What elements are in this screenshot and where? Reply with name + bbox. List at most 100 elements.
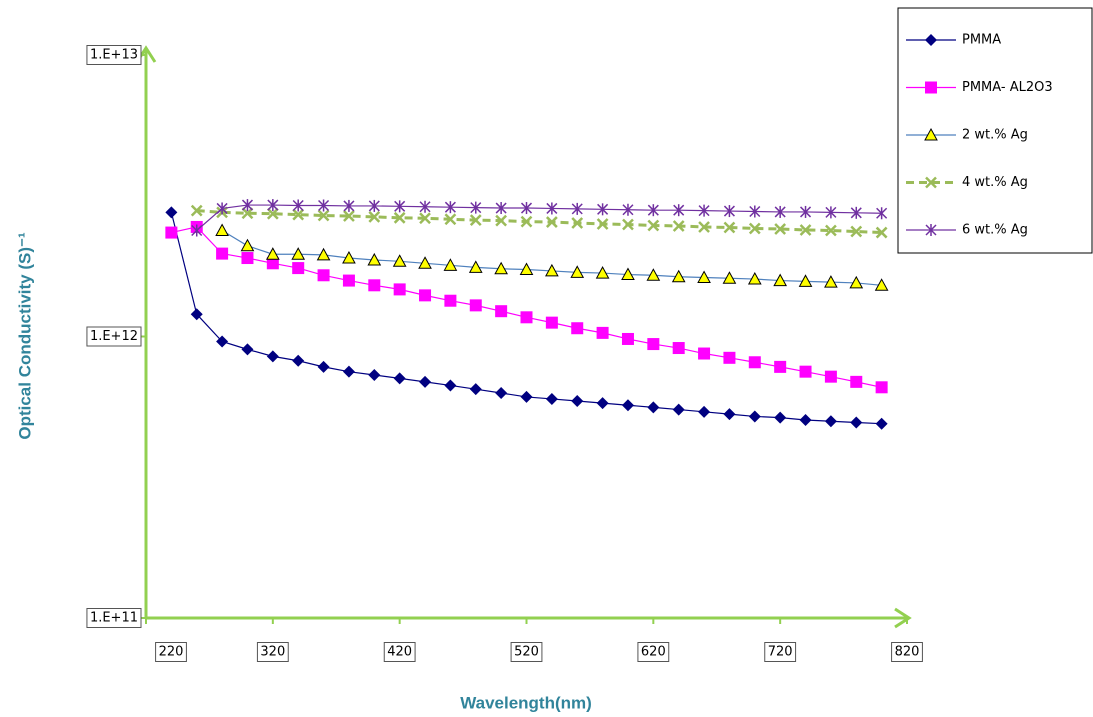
x-tick-label: 220 xyxy=(159,645,184,660)
marker xyxy=(571,202,583,215)
y-tick-label: 1.E+13 xyxy=(90,48,138,63)
x-stroke xyxy=(774,223,787,235)
x-stroke xyxy=(925,176,937,189)
x-stroke xyxy=(266,207,279,220)
marker xyxy=(824,370,837,383)
marker xyxy=(318,199,330,212)
marker xyxy=(495,202,507,215)
marker xyxy=(317,209,330,222)
marker xyxy=(418,256,432,269)
marker xyxy=(875,226,888,239)
diamond xyxy=(520,390,533,403)
x-tick-label: 620 xyxy=(641,645,666,660)
x-stroke xyxy=(622,218,634,231)
diamond xyxy=(368,368,381,381)
diamond xyxy=(393,372,406,385)
marker xyxy=(698,347,711,360)
x-stroke xyxy=(368,211,381,223)
tick-label-box xyxy=(86,608,142,628)
x-tick-label: 320 xyxy=(260,645,285,660)
x-stroke xyxy=(419,212,431,225)
marker xyxy=(520,390,533,403)
x-stroke xyxy=(343,210,355,222)
marker xyxy=(799,365,812,378)
marker xyxy=(874,278,889,291)
diamond xyxy=(241,343,254,356)
marker xyxy=(673,204,685,217)
triangle xyxy=(798,274,813,287)
marker xyxy=(723,351,736,364)
marker xyxy=(546,202,558,215)
diamond xyxy=(190,308,203,321)
marker xyxy=(190,308,203,321)
triangle xyxy=(367,252,382,266)
x-stroke xyxy=(647,219,660,232)
marker xyxy=(723,221,736,234)
marker xyxy=(545,316,558,329)
triangle xyxy=(924,127,938,141)
marker xyxy=(292,199,304,212)
marker xyxy=(216,247,229,260)
marker xyxy=(368,199,380,212)
triangle xyxy=(545,263,559,277)
marker xyxy=(571,322,584,335)
square xyxy=(774,360,787,373)
marker xyxy=(165,226,178,239)
marker xyxy=(722,271,737,284)
marker xyxy=(266,350,279,363)
triangle xyxy=(747,271,762,285)
series-line xyxy=(196,204,882,231)
triangle xyxy=(697,270,711,284)
marker xyxy=(393,372,406,385)
marker xyxy=(570,265,585,278)
marker xyxy=(241,199,253,212)
marker xyxy=(698,221,710,233)
marker xyxy=(241,252,254,265)
diamond xyxy=(317,360,330,373)
square xyxy=(495,305,508,318)
x-stroke xyxy=(444,213,457,226)
marker xyxy=(545,263,559,277)
square xyxy=(748,356,761,369)
diamond xyxy=(571,395,584,408)
triangle xyxy=(874,278,889,291)
marker xyxy=(672,220,685,232)
marker xyxy=(621,267,635,281)
legend-label: PMMA- AL2O3 xyxy=(962,80,1053,95)
marker xyxy=(392,254,407,267)
tick-label-box xyxy=(383,642,416,662)
marker xyxy=(191,224,203,237)
triangle xyxy=(291,247,306,260)
marker xyxy=(622,203,634,216)
marker xyxy=(216,335,229,348)
diamond xyxy=(342,365,355,378)
marker xyxy=(469,214,482,227)
x-stroke xyxy=(748,222,761,235)
marker xyxy=(165,206,178,219)
marker xyxy=(469,383,482,396)
square xyxy=(393,283,406,296)
marker xyxy=(824,415,837,428)
square xyxy=(545,316,558,329)
triangle xyxy=(215,223,229,236)
diamond xyxy=(672,403,685,416)
diamond xyxy=(621,399,634,412)
diamond xyxy=(824,415,837,428)
legend-label: 2 wt.% Ag xyxy=(962,128,1028,143)
triangle xyxy=(646,268,661,281)
diamond xyxy=(875,417,888,430)
marker xyxy=(519,262,534,275)
marker xyxy=(672,403,685,416)
marker xyxy=(241,343,254,356)
tick-label-box xyxy=(86,45,142,65)
tick-label-box xyxy=(891,642,923,662)
marker xyxy=(444,201,456,214)
marker xyxy=(924,127,938,141)
marker xyxy=(595,266,610,279)
marker xyxy=(849,275,864,289)
square xyxy=(266,257,279,270)
marker xyxy=(647,401,660,414)
marker xyxy=(799,414,812,427)
marker xyxy=(749,205,761,218)
marker xyxy=(495,305,508,318)
